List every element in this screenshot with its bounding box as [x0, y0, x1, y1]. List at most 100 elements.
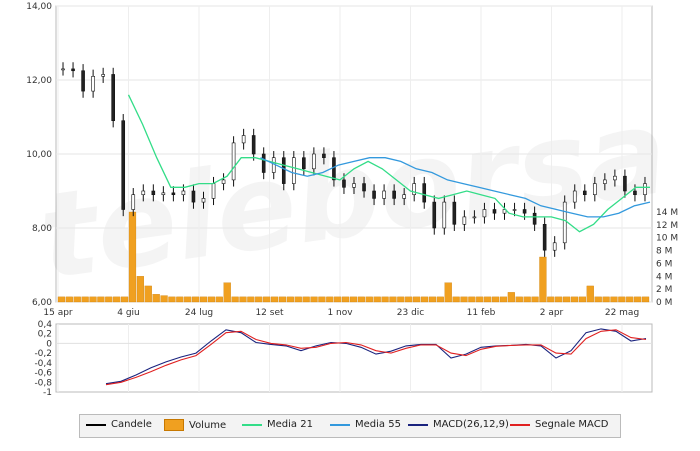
- volume-bar: [326, 296, 334, 303]
- candle-body: [231, 142, 236, 181]
- candle-body: [322, 153, 326, 158]
- candle-body: [432, 201, 437, 229]
- volume-tick-label: 2 M: [656, 285, 672, 295]
- volume-bar: [484, 296, 492, 303]
- candle-body: [101, 74, 105, 77]
- volume-bar: [563, 296, 571, 303]
- legend-swatch: [330, 423, 350, 426]
- moving-average-line: [260, 157, 651, 218]
- candle-body: [472, 216, 477, 219]
- legend-item: Volume: [164, 419, 226, 431]
- volume-bar: [634, 296, 642, 303]
- volume-bar: [128, 211, 137, 303]
- candle-body: [302, 157, 306, 170]
- volume-bar: [160, 295, 168, 303]
- candle-body: [452, 201, 457, 225]
- volume-tick-label: 6 M: [656, 259, 672, 269]
- candle-body: [91, 76, 95, 92]
- legend-swatch: [408, 423, 428, 426]
- candle-body: [603, 179, 607, 184]
- volume-bar: [539, 256, 547, 303]
- candle-body: [512, 209, 517, 211]
- candle-body: [442, 201, 447, 229]
- price-y-tick-label: 6,00: [32, 298, 52, 308]
- volume-bar: [65, 296, 73, 303]
- candle-body: [382, 190, 386, 199]
- legend-label: MACD(26,12,9): [433, 419, 509, 430]
- volume-bar: [610, 296, 618, 303]
- volume-bar: [413, 296, 421, 303]
- volume-bar: [255, 296, 263, 303]
- x-tick-label: 22 mag: [605, 308, 639, 318]
- volume-bar: [594, 296, 602, 303]
- volume-bar: [302, 296, 310, 303]
- candle-body: [191, 190, 196, 203]
- volume-tick-label: 0 M: [656, 298, 672, 308]
- candle-body: [392, 190, 396, 199]
- volume-bar: [247, 296, 255, 303]
- volume-bar: [334, 296, 342, 303]
- x-tick-label: 23 dic: [397, 308, 425, 318]
- volume-bar: [184, 296, 192, 303]
- candle-body: [221, 179, 226, 184]
- volume-bar: [294, 296, 302, 303]
- volume-bar: [460, 296, 468, 303]
- volume-bar: [405, 296, 413, 303]
- volume-bar: [641, 296, 650, 303]
- candle-body: [141, 190, 146, 195]
- volume-bar: [199, 296, 208, 303]
- volume-bar: [515, 296, 523, 303]
- volume-bar: [176, 296, 184, 303]
- candle-body: [372, 190, 376, 199]
- candle-body: [161, 192, 166, 196]
- volume-bar: [168, 296, 176, 303]
- candle-body: [492, 209, 497, 214]
- candle-body: [582, 190, 587, 195]
- candle-body: [61, 68, 65, 71]
- volume-bar: [499, 296, 508, 303]
- volume-bar: [436, 296, 444, 303]
- x-tick-label: 24 lug: [185, 308, 213, 318]
- volume-bar: [626, 296, 634, 303]
- volume-bar: [278, 296, 287, 303]
- candle-body: [412, 183, 417, 196]
- candle-body: [362, 183, 366, 192]
- volume-bar: [215, 296, 223, 303]
- candle-body: [542, 224, 547, 251]
- volume-bar: [286, 296, 294, 303]
- x-tick-label: 2 apr: [540, 308, 564, 318]
- legend-item: Media 55: [330, 419, 401, 430]
- volume-bar: [357, 296, 365, 303]
- volume-bar: [420, 296, 429, 303]
- candle-body: [342, 179, 346, 188]
- volume-tick-label: 4 M: [656, 272, 672, 282]
- legend-label: Volume: [189, 419, 227, 431]
- macd-y-tick-label: 0,2: [38, 330, 52, 340]
- volume-bar: [452, 296, 460, 303]
- candle-body: [643, 183, 647, 196]
- legend-swatch: [510, 423, 530, 426]
- legend-swatch: [242, 423, 262, 426]
- candle-body: [633, 190, 637, 195]
- moving-average-line: [127, 94, 650, 233]
- candle-body: [71, 68, 75, 72]
- legend-item: Segnale MACD: [510, 419, 608, 430]
- volume-bar: [428, 296, 437, 303]
- x-tick-label: 1 nov: [327, 308, 353, 318]
- volume-bar: [381, 296, 389, 303]
- candle-body: [251, 135, 256, 155]
- volume-bar: [89, 296, 97, 303]
- candle-body: [261, 153, 266, 173]
- candle-body: [522, 209, 527, 214]
- volume-bar: [97, 296, 105, 303]
- volume-bar: [223, 282, 231, 303]
- volume-bar: [389, 296, 397, 303]
- volume-bar: [602, 296, 610, 303]
- macd-line: [105, 329, 647, 386]
- candle-body: [552, 242, 557, 251]
- volume-bar: [523, 296, 531, 303]
- legend-label: Candele: [111, 419, 152, 430]
- volume-bar: [570, 296, 579, 303]
- candle-body: [111, 74, 115, 121]
- volume-tick-label: 12 M: [656, 221, 678, 231]
